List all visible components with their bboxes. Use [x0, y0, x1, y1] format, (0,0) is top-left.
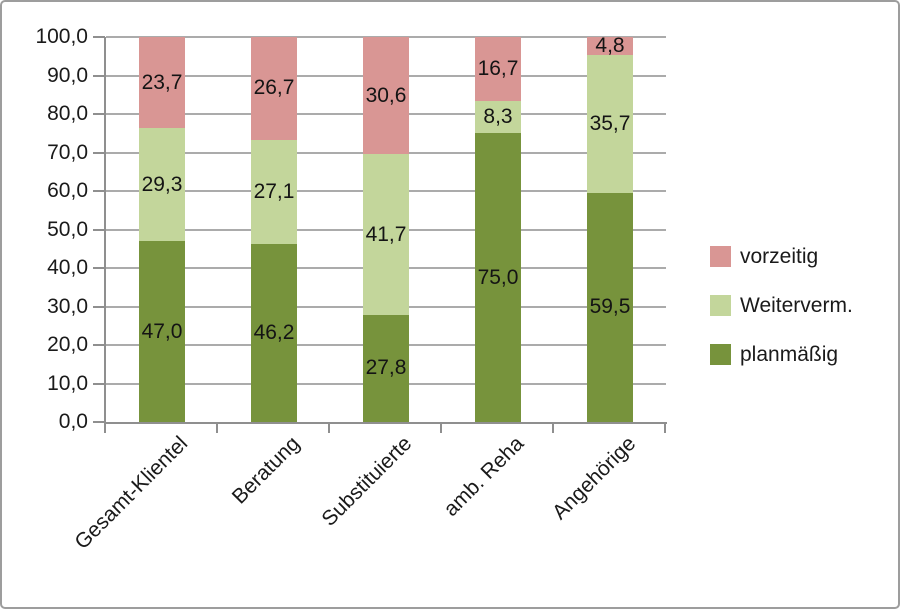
y-axis-tick-label: 80,0 [47, 102, 88, 125]
bar-value-label: 46,2 [253, 321, 295, 345]
bar-value-label: 41,7 [365, 222, 407, 246]
y-axis-tick [93, 344, 105, 346]
x-axis-tick [552, 422, 554, 433]
y-axis-tick-label: 20,0 [47, 333, 88, 356]
legend-swatch [710, 344, 731, 365]
y-axis-tick [93, 190, 105, 192]
bar-segment-weiterverm [251, 139, 297, 245]
bar-segment-weiterverm [475, 101, 521, 134]
x-axis-tick [440, 422, 442, 433]
y-axis-tick-label: 30,0 [47, 294, 88, 318]
x-axis-tick [216, 422, 218, 433]
bar-value-label: 47,0 [141, 319, 183, 343]
x-axis-tick [104, 422, 106, 433]
bar-value-label: 30,6 [365, 83, 407, 107]
y-axis-tick-label: 60,0 [47, 179, 88, 202]
legend-label: planmäßig [740, 342, 839, 366]
x-axis-tick [664, 422, 666, 433]
y-axis-tick-label: 70,0 [47, 140, 88, 164]
y-axis-tick [93, 36, 105, 38]
bar-value-label: 23,7 [141, 70, 183, 94]
bar-value-label: 26,7 [253, 76, 295, 100]
legend-item: planmäßig [710, 330, 853, 379]
bar-value-label: 27,1 [253, 179, 295, 203]
bar-value-label: 75,0 [477, 265, 519, 289]
y-axis-tick [93, 382, 105, 385]
bar-segment-planmig [139, 241, 185, 422]
x-axis-line [104, 422, 667, 424]
y-axis-tick [93, 228, 105, 231]
bar-segment-planmig [587, 192, 633, 422]
x-axis-tick [328, 422, 330, 433]
legend-swatch [710, 246, 731, 267]
y-axis-tick-label: 90,0 [47, 63, 88, 87]
legend-label: vorzeitig [740, 244, 819, 268]
y-axis-tick [93, 305, 105, 308]
bar-segment-vorzeitig [475, 37, 521, 102]
bar-value-label: 59,5 [589, 295, 631, 319]
bar-segment-planmig [363, 314, 409, 422]
legend-item: Weiterverm. [710, 281, 853, 330]
y-axis-tick [93, 267, 105, 269]
legend-swatch [710, 295, 731, 316]
y-axis-tick-label: 40,0 [47, 256, 88, 279]
bar-segment-vorzeitig [363, 36, 409, 155]
bar-segment-planmig [475, 133, 521, 422]
bar-segment-planmig [251, 244, 297, 422]
bar-segment-weiterverm [139, 128, 185, 242]
y-axis-tick [93, 151, 105, 154]
bar-value-label: 29,3 [141, 172, 183, 196]
bar-segment-vorzeitig [251, 37, 297, 140]
bar-value-label: 16,7 [477, 57, 519, 81]
y-axis-tick-label: 0,0 [58, 410, 88, 433]
bar-value-label: 27,8 [365, 356, 407, 380]
y-axis-line [104, 37, 106, 424]
bar-segment-weiterverm [587, 55, 633, 193]
y-axis-tick-label: 100,0 [35, 25, 88, 48]
legend-item: vorzeitig [710, 232, 853, 281]
bar-segment-vorzeitig [587, 37, 633, 56]
bar-segment-vorzeitig [139, 37, 185, 129]
bar-value-label: 8,3 [483, 105, 513, 129]
legend: vorzeitig Weiterverm. planmäßig [710, 232, 853, 379]
y-axis-tick-label: 10,0 [47, 371, 88, 395]
y-axis-tick [93, 421, 105, 423]
y-axis-tick [93, 113, 105, 115]
bar-segment-weiterverm [363, 154, 409, 315]
legend-label: Weiterverm. [740, 293, 853, 317]
bar-value-label: 35,7 [589, 112, 631, 136]
y-axis-tick-label: 50,0 [47, 217, 88, 241]
bar-value-label: 4,8 [595, 34, 625, 58]
y-axis-tick [93, 74, 105, 77]
